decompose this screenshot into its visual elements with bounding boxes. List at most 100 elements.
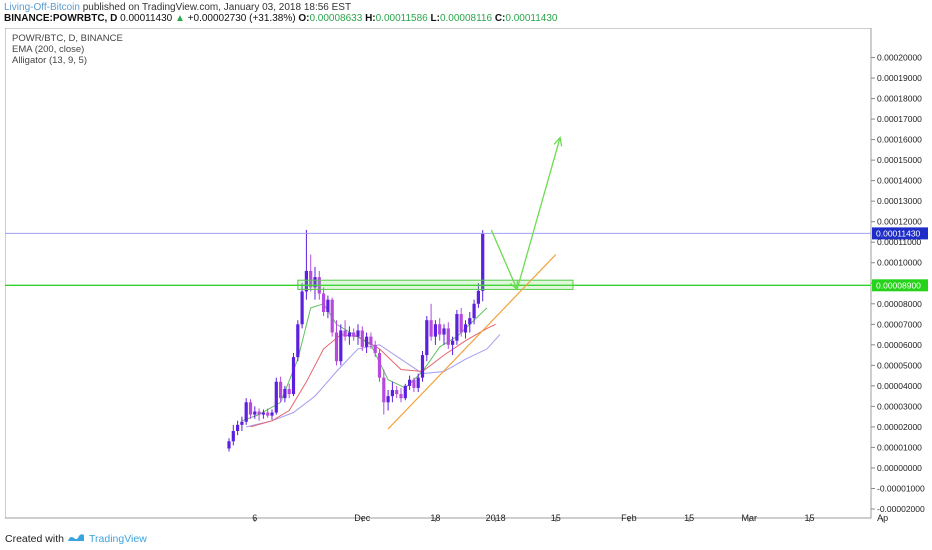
- candle-body: [356, 330, 360, 337]
- x-tick-label: 6: [252, 513, 257, 523]
- y-tick-label: -0.00002000: [877, 504, 925, 514]
- candle-body: [442, 328, 446, 335]
- y-tick-label: 0.00004000: [877, 381, 922, 391]
- candle-body: [360, 330, 364, 347]
- low-value: 0.00008116: [439, 13, 493, 24]
- candle-body: [334, 332, 339, 362]
- candle-body: [481, 233, 485, 291]
- candle-body: [330, 299, 334, 333]
- candle-body: [274, 381, 278, 413]
- publish-text: published on TradingView.com, January 03…: [79, 2, 352, 13]
- close-value: 0.00011430: [505, 13, 558, 24]
- y-tick-label: 0.00010000: [877, 258, 922, 268]
- candle-body: [266, 412, 270, 416]
- candle-body: [291, 357, 296, 395]
- tradingview-brand[interactable]: TradingView: [89, 533, 147, 545]
- low-label: L:: [430, 13, 440, 24]
- quote-line: BINANCE:POWRBTC, D 0.00011430 ▲ +0.00002…: [4, 13, 557, 24]
- candle-body: [261, 412, 265, 415]
- last-price-label-bg: [872, 227, 928, 240]
- chart-header: Living-Off-Bitcoin published on TradingV…: [0, 0, 932, 28]
- legend-symbol: POWR/BTC, D, BINANCE: [12, 33, 123, 44]
- candle-body: [287, 388, 291, 395]
- candle-body: [373, 344, 377, 354]
- legend-ema[interactable]: EMA (200, close): [12, 44, 85, 55]
- candle-body: [438, 324, 442, 335]
- arrow-up: [516, 137, 561, 290]
- high-value: 0.00011586: [375, 13, 428, 24]
- change-value: +0.00002730 (+31.38%): [187, 13, 296, 24]
- arrow-down-head: [509, 280, 519, 291]
- x-tick-label: 15: [804, 513, 814, 523]
- support-price-label: 0.00008900: [876, 281, 921, 291]
- candle-body: [339, 330, 343, 362]
- drawings-layer[interactable]: [5, 136, 871, 430]
- x-tick-label: 15: [684, 513, 694, 523]
- candle-body: [377, 353, 382, 378]
- candle-body: [472, 303, 476, 319]
- price-labels: 0.00011430 0.00008900: [872, 227, 928, 292]
- candle-body: [244, 402, 248, 422]
- candle-body: [425, 320, 429, 356]
- plot-area-border: [5, 28, 872, 519]
- candle-body: [304, 270, 308, 292]
- candle-body: [227, 441, 231, 449]
- candle-body: [248, 402, 253, 415]
- price-chart[interactable]: 0.00020000 0.00019000 0.00018000 0.00017000…: [5, 28, 932, 523]
- x-tick-label: Feb: [621, 513, 637, 523]
- x-tick-label: Ap: [877, 513, 888, 523]
- candle-body: [322, 293, 326, 312]
- candle-body: [433, 324, 437, 337]
- candle-body: [386, 396, 390, 403]
- candle-body: [326, 299, 330, 312]
- y-tick-label: 0.00020000: [877, 53, 922, 63]
- candle-body: [253, 411, 257, 415]
- price-axis[interactable]: 0.00020000 0.00019000 0.00018000 0.00017000…: [871, 53, 925, 514]
- author-link[interactable]: Living-Off-Bitcoin: [4, 2, 80, 13]
- candle-body: [412, 379, 416, 388]
- candle-body: [429, 320, 433, 337]
- close-label: C:: [494, 13, 506, 24]
- symbol-label: BINANCE:POWRBTC, D: [4, 13, 118, 24]
- candle-body: [313, 277, 317, 288]
- y-tick-label: 0.00006000: [877, 340, 922, 350]
- y-tick-label: 0.00013000: [877, 196, 922, 206]
- legend-alligator[interactable]: Alligator (13, 9, 5): [12, 55, 87, 66]
- x-tick-label: Mar: [742, 513, 758, 523]
- chart-legend: POWR/BTC, D, BINANCE EMA (200, close) Al…: [12, 33, 123, 66]
- candle-body: [236, 424, 240, 432]
- candle-body: [309, 270, 313, 288]
- candle-body: [468, 318, 472, 325]
- candle-body: [390, 389, 394, 397]
- created-with-label: Created with: [5, 533, 64, 545]
- candlestick-series: [227, 229, 485, 452]
- arrow-down: [490, 229, 518, 290]
- candle-body: [231, 431, 235, 442]
- last-price: 0.00011430: [120, 13, 173, 24]
- y-tick-label: 0.00017000: [877, 114, 922, 124]
- candle-body: [369, 336, 373, 345]
- time-axis[interactable]: 6 Dec 18 2018 15 Feb 15 Mar 15 Ap: [252, 513, 888, 523]
- y-tick-label: 0.00001000: [877, 442, 922, 452]
- alligator-jaw-line: [246, 334, 501, 428]
- candle-body: [382, 377, 386, 403]
- candle-body: [455, 314, 459, 341]
- y-tick-label: 0.00011000: [877, 237, 922, 247]
- candle-body: [463, 324, 468, 333]
- footer: Created with TradingView: [0, 528, 932, 550]
- y-tick-label: 0.00005000: [877, 360, 922, 370]
- y-tick-label: 0.00018000: [877, 94, 922, 104]
- y-tick-label: -0.00001000: [877, 483, 925, 493]
- alligator-teeth-line: [250, 323, 496, 428]
- tradingview-logo-icon[interactable]: [67, 532, 85, 544]
- candle-body: [451, 340, 455, 345]
- candle-body: [395, 389, 399, 395]
- candle-body: [270, 412, 274, 416]
- candle-body: [283, 388, 287, 399]
- support-price-label-bg: [872, 279, 928, 292]
- y-tick-label: 0.00007000: [877, 319, 922, 329]
- candle-body: [343, 330, 347, 337]
- y-tick-label: 0.00015000: [877, 155, 922, 165]
- high-label: H:: [365, 13, 376, 24]
- publish-info: Living-Off-Bitcoin published on TradingV…: [4, 2, 351, 13]
